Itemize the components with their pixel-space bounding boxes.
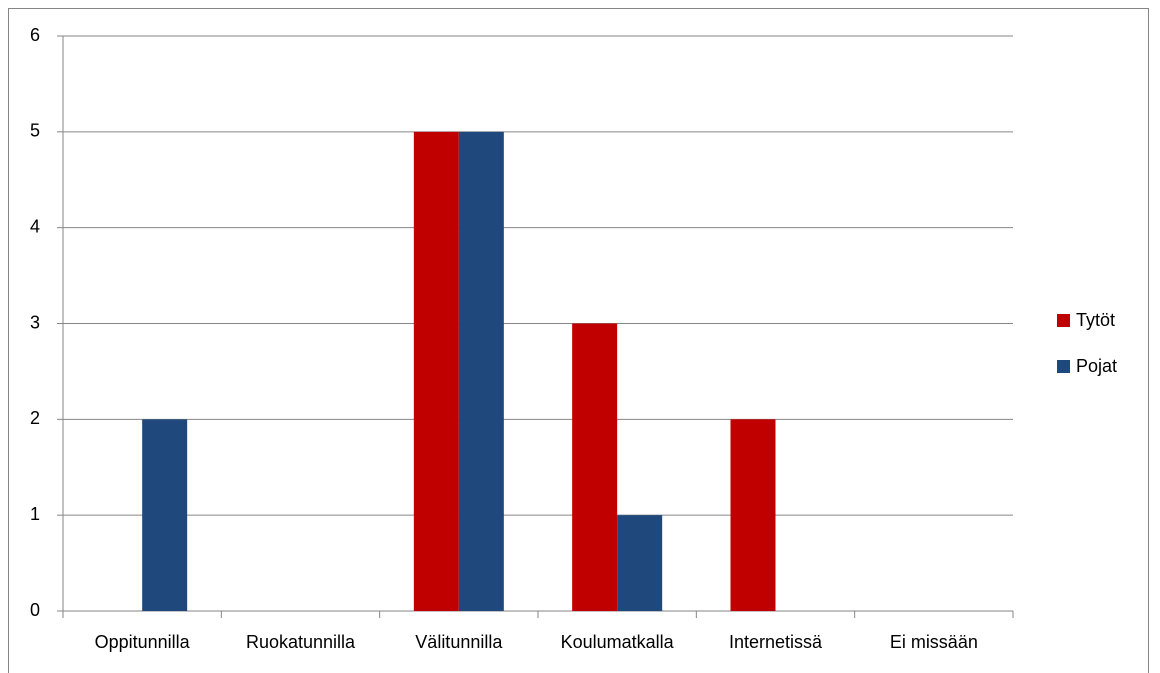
y-tick-label: 4 [30, 216, 40, 236]
x-tick-label: Internetissä [729, 632, 823, 652]
y-tick-label: 0 [30, 600, 40, 620]
y-tick-label: 3 [30, 312, 40, 332]
bar [617, 515, 663, 611]
x-tick-label: Välitunnilla [415, 632, 503, 652]
y-tick-label: 5 [30, 121, 40, 141]
x-tick-label: Oppitunnilla [95, 632, 191, 652]
chart-frame [8, 8, 1149, 673]
bar [142, 419, 188, 611]
y-tick-label: 1 [30, 504, 40, 524]
x-tick-label: Koulumatkalla [561, 632, 675, 652]
bar [458, 131, 504, 612]
bar [730, 419, 776, 611]
legend-label: Tytöt [1076, 310, 1115, 330]
bar [572, 323, 618, 611]
y-tick-label: 2 [30, 408, 40, 428]
bar [413, 131, 459, 612]
y-tick-label: 6 [30, 25, 40, 45]
legend-swatch [1057, 314, 1070, 327]
legend-label: Pojat [1076, 356, 1117, 376]
legend-swatch [1057, 360, 1070, 373]
x-tick-label: Ei missään [890, 632, 978, 652]
x-tick-label: Ruokatunnilla [246, 632, 356, 652]
